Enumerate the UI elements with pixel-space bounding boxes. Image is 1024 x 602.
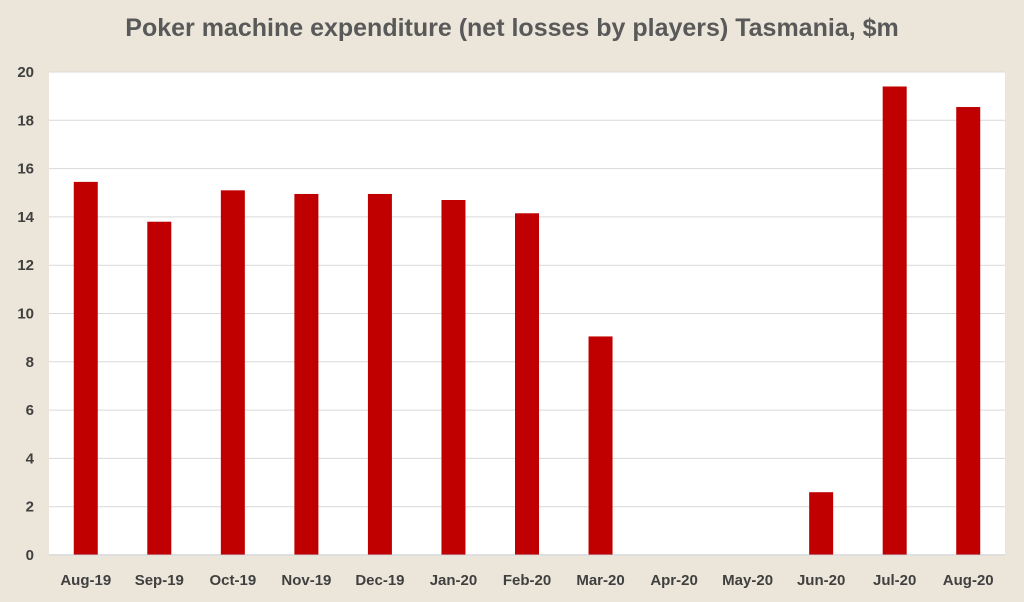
y-tick-label: 0 [26, 547, 34, 564]
bar-nov-19 [294, 193, 319, 555]
y-tick-label: 18 [17, 112, 34, 129]
x-tick-label: Oct-19 [210, 572, 257, 589]
x-tick-label: Jun-20 [797, 572, 845, 589]
x-tick-label: Sep-19 [135, 572, 184, 589]
y-tick-label: 14 [17, 209, 34, 226]
y-tick-label: 16 [17, 161, 34, 178]
bar-aug-19 [73, 181, 98, 555]
x-tick-label: May-20 [722, 572, 773, 589]
bar-jul-20 [882, 86, 907, 556]
x-tick-label: Jul-20 [873, 572, 916, 589]
y-tick-label: 20 [17, 64, 34, 81]
y-tick-label: 12 [17, 257, 34, 274]
y-tick-label: 8 [26, 354, 34, 371]
x-tick-label: Jan-20 [430, 572, 478, 589]
x-axis-ticks: Aug-19 Sep-19 Oct-19 Nov-19 Dec-19 Jan-20 Feb-… [60, 572, 993, 589]
x-tick-label: Aug-20 [943, 572, 994, 589]
bar-aug-20 [956, 107, 981, 555]
x-tick-label: Nov-19 [281, 572, 331, 589]
bar-sep-19 [147, 221, 172, 556]
x-tick-label: Feb-20 [503, 572, 551, 589]
chart-title: Poker machine expenditure (net losses by… [125, 14, 899, 42]
x-tick-label: Dec-19 [355, 572, 404, 589]
y-tick-label: 10 [17, 306, 34, 323]
bar-mar-20 [588, 336, 613, 555]
bar-oct-19 [220, 190, 245, 555]
bar-jun-20 [809, 492, 834, 555]
bar-jan-20 [441, 199, 466, 555]
bar-dec-19 [367, 193, 392, 555]
y-tick-label: 6 [26, 402, 34, 419]
x-tick-label: Mar-20 [576, 572, 624, 589]
y-tick-label: 4 [26, 450, 35, 467]
x-tick-label: Aug-19 [60, 572, 111, 589]
bar-feb-20 [515, 213, 539, 555]
bars [73, 86, 981, 556]
y-axis-ticks: 0 2 4 6 8 10 12 14 16 18 20 [17, 64, 34, 564]
x-tick-label: Apr-20 [650, 572, 698, 589]
y-tick-label: 2 [26, 499, 34, 516]
